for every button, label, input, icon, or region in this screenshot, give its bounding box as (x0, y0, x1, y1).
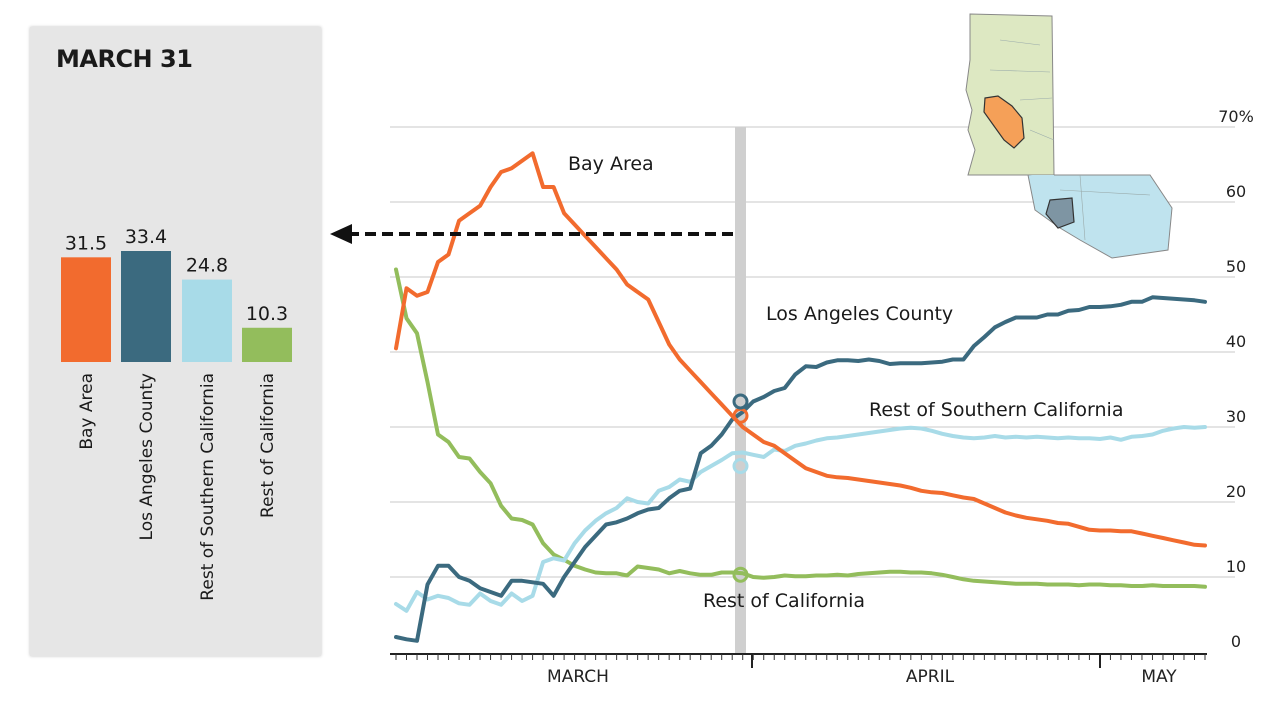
series-line-bay-area (394, 151, 1207, 548)
callout-arrow (330, 224, 733, 244)
y-tick-label: 50 (1226, 257, 1246, 276)
y-tick-label: 20 (1226, 482, 1246, 501)
y-tick-label: 0 (1231, 632, 1241, 651)
callout-arrow-head (330, 224, 352, 244)
y-tick-label: 70% (1218, 107, 1254, 126)
series-label: Rest of Southern California (869, 399, 1123, 421)
snapshot-bars: 31.5 Bay Area 33.4 Los Angeles County 24.8 Re… (61, 226, 292, 601)
series-label: Rest of California (703, 590, 865, 612)
x-tick-label: MARCH (547, 667, 609, 687)
series-line-rest-of-southern-california (394, 425, 1207, 613)
snapshot-bar-category: Los Angeles County (137, 373, 157, 540)
snapshot-bar (61, 257, 111, 362)
panel-title: MARCH 31 (56, 45, 193, 73)
series-line-los-angeles-county (394, 295, 1207, 643)
county-border (989, 69, 1051, 73)
x-axis: MARCH APRIL MAY (390, 653, 1207, 687)
northern-california-region (965, 13, 1055, 176)
bay-area-region (983, 95, 1025, 149)
snapshot-bar-value: 24.8 (186, 255, 228, 277)
x-tick-label: MAY (1141, 667, 1177, 687)
snapshot-bar (121, 251, 171, 362)
snapshot-bar (242, 327, 292, 362)
y-axis-labels: 70% 60 50 40 30 20 10 0 (1218, 107, 1254, 651)
y-tick-label: 30 (1226, 407, 1246, 426)
snapshot-bar (182, 279, 232, 362)
y-tick-label: 40 (1226, 332, 1246, 351)
county-border (1019, 97, 1053, 101)
county-border (999, 39, 1041, 46)
snapshot-bar-value: 33.4 (125, 226, 167, 248)
snapshot-bar-value: 10.3 (246, 303, 288, 325)
march-31-marker (732, 393, 749, 410)
county-border (1029, 129, 1055, 141)
county-border (1079, 174, 1086, 241)
march-31-marker (732, 566, 749, 583)
y-tick-label: 60 (1226, 182, 1246, 201)
y-tick-label: 10 (1226, 557, 1246, 576)
march-31-markers (732, 393, 749, 583)
series-label: Los Angeles County (766, 303, 953, 325)
snapshot-bar-category: Rest of California (258, 373, 278, 518)
snapshot-bar-value: 31.5 (65, 232, 107, 254)
series-labels: Bay Area Los Angeles County Rest of Southe… (568, 153, 1123, 612)
march-31-highlight-band (735, 127, 746, 655)
county-border (1059, 189, 1151, 196)
los-angeles-county-region (1045, 197, 1075, 229)
snapshot-bar-category: Bay Area (77, 373, 97, 450)
snapshot-bar-category: Rest of Southern California (198, 373, 218, 601)
series-lines (394, 151, 1207, 643)
march-31-marker (732, 458, 749, 474)
series-line-rest-of-california (394, 267, 1207, 589)
x-tick-label: APRIL (906, 667, 955, 687)
california-map (965, 13, 1173, 259)
series-label: Bay Area (568, 153, 654, 175)
